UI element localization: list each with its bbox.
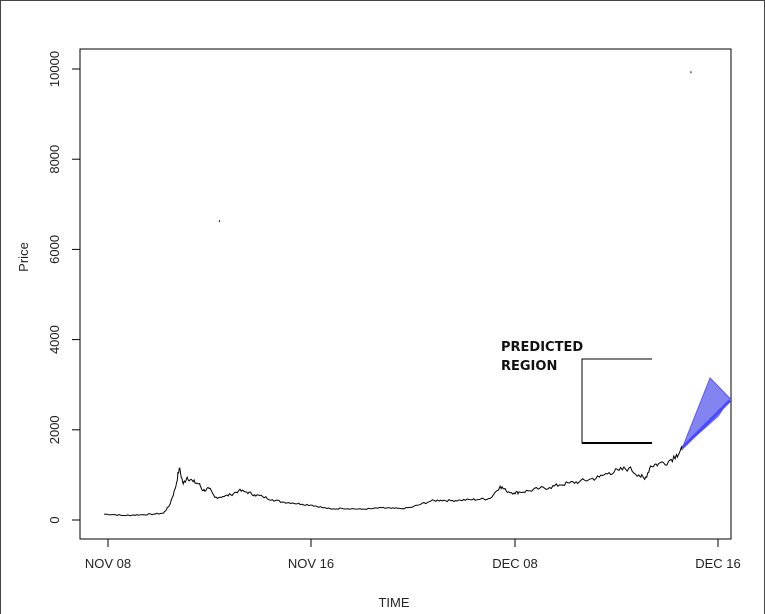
- predicted-region-label-line2: REGION: [501, 359, 557, 374]
- x-tick-label-1: NOV 16: [288, 556, 334, 571]
- y-axis-title: Price: [16, 242, 31, 272]
- price-series-line-0: [103, 445, 683, 517]
- x-tick-label-3: DEC 16: [695, 556, 741, 571]
- stray-point-1: [690, 71, 692, 74]
- plot-area: [79, 48, 732, 540]
- forecast-line: [681, 399, 732, 449]
- forecast-band: [681, 377, 731, 449]
- y-tick-label-2000: 2000: [47, 415, 62, 444]
- y-tick-label-6000: 6000: [47, 235, 62, 264]
- predicted-region-bracket: [581, 358, 652, 444]
- y-tick-label-10000: 10000: [47, 51, 62, 87]
- y-tick-label-4000: 4000: [47, 325, 62, 354]
- chart-marks: [103, 71, 732, 517]
- axis-ticks: 0 2000 4000 6000 8000 10000 NOV 08 NOV 16 DEC 08…: [47, 51, 741, 571]
- predicted-region-label-line1: PREDICTED: [501, 340, 583, 355]
- x-axis-title: TIME: [378, 595, 409, 610]
- x-tick-label-2: DEC 08: [492, 556, 538, 571]
- y-tick-label-8000: 8000: [47, 145, 62, 174]
- x-tick-label-0: NOV 08: [85, 556, 131, 571]
- stray-point-0: [218, 220, 221, 223]
- y-tick-label-0: 0: [47, 516, 62, 523]
